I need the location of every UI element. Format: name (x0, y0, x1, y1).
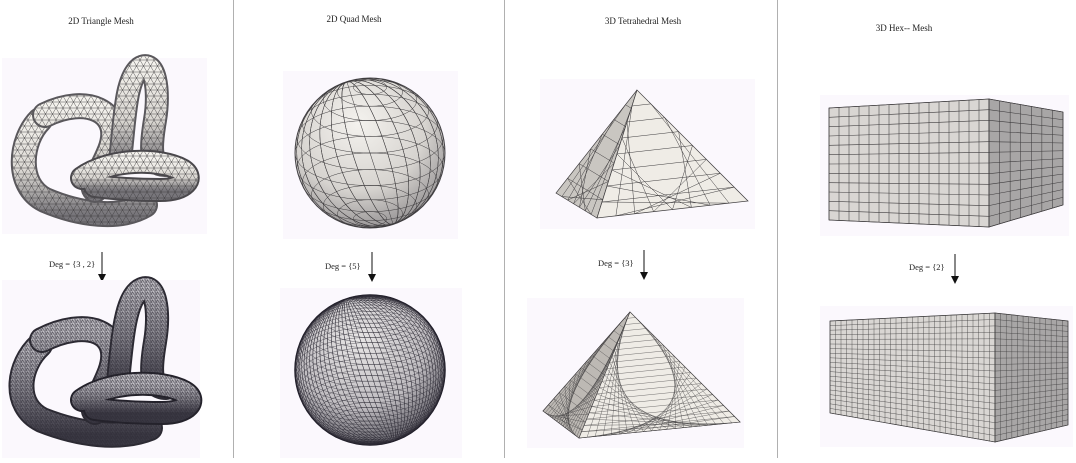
degree-label-quad: Deg = {5} (325, 261, 361, 271)
refinement-arrow-triangle (98, 252, 106, 282)
panel-title-tetrahedral: 3D Tetrahedral Mesh (604, 16, 682, 26)
panel-title-hex: 3D Hex-- Mesh (875, 23, 933, 33)
degree-label-hex: Deg = {2} (909, 262, 945, 272)
sphere-fine-gridlines (295, 295, 445, 445)
degree-label-tetrahedral: Deg = {3} (598, 258, 634, 268)
panel-title-triangle: 2D Triangle Mesh (68, 16, 134, 26)
box-coarse-gridlines (828, 98, 1064, 228)
pyramid-fine-gridlines (545, 317, 735, 438)
divider-2 (504, 0, 505, 458)
box-fine-gridlines (829, 312, 1069, 443)
knot-tube-coarse (10, 54, 200, 227)
refinement-arrow-quad (368, 252, 376, 282)
box-fine-side-face (994, 312, 1069, 443)
degree-label-triangle: Deg = {3 , 2} (49, 259, 96, 269)
knot-tube-fine (8, 276, 203, 448)
divider-1 (233, 0, 234, 458)
refinement-arrow-hex (951, 254, 959, 284)
refinement-arrow-tetrahedral (640, 250, 648, 280)
panel-title-quad: 2D Quad Mesh (326, 14, 382, 24)
pyramid-coarse-gridlines (561, 103, 735, 217)
divider-3 (777, 0, 778, 458)
